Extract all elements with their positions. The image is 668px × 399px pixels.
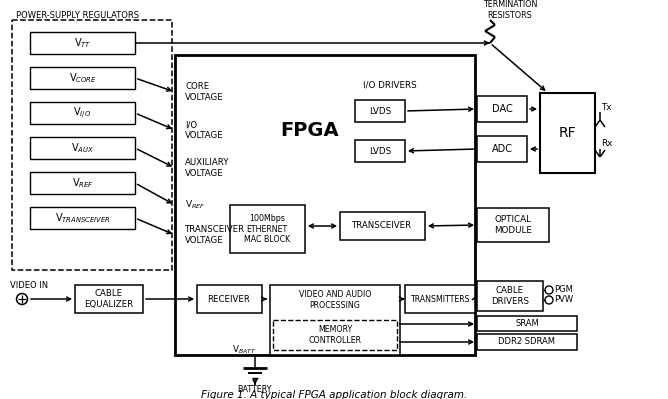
Text: CABLE
EQUALIZER: CABLE EQUALIZER	[84, 289, 134, 309]
Text: FPGA: FPGA	[281, 120, 339, 140]
Bar	[477, 334, 577, 350]
Bar	[477, 96, 527, 122]
Text: V$_{REF}$: V$_{REF}$	[71, 176, 94, 190]
Text: DAC: DAC	[492, 104, 512, 114]
Text: POWER-SUPPLY REGULATORS: POWER-SUPPLY REGULATORS	[16, 10, 139, 20]
Bar	[340, 212, 425, 240]
Text: CABLE
DRIVERS: CABLE DRIVERS	[491, 286, 529, 306]
Text: PGM: PGM	[554, 286, 573, 294]
Text: TERMINATION
RESISTORS: TERMINATION RESISTORS	[483, 0, 537, 20]
Text: Tx: Tx	[601, 103, 611, 111]
Text: AUXILIARY
VOLTAGE: AUXILIARY VOLTAGE	[185, 158, 230, 178]
Bar	[355, 100, 405, 122]
Text: VIDEO IN: VIDEO IN	[10, 280, 48, 290]
Bar	[30, 207, 135, 229]
Bar	[30, 102, 135, 124]
Text: LVDS: LVDS	[369, 107, 391, 115]
Bar	[405, 285, 475, 313]
Text: 100Mbps
ETHERNET
MAC BLOCK: 100Mbps ETHERNET MAC BLOCK	[244, 214, 290, 244]
Text: PVW: PVW	[554, 296, 573, 304]
Bar	[30, 137, 135, 159]
Text: TRANSCEIVER
VOLTAGE: TRANSCEIVER VOLTAGE	[185, 225, 245, 245]
Bar	[12, 20, 172, 270]
Text: V$_{AUX}$: V$_{AUX}$	[71, 141, 94, 155]
Text: V$_{TT}$: V$_{TT}$	[73, 36, 92, 50]
Text: MEMORY
CONTROLLER: MEMORY CONTROLLER	[309, 325, 361, 345]
Text: SRAM: SRAM	[515, 320, 539, 328]
Text: LVDS: LVDS	[369, 146, 391, 156]
Text: DDR2 SDRAM: DDR2 SDRAM	[498, 338, 556, 346]
Text: TRANSCEIVER: TRANSCEIVER	[352, 221, 412, 231]
Bar	[30, 172, 135, 194]
Bar	[477, 136, 527, 162]
Bar	[75, 285, 143, 313]
Bar	[197, 285, 262, 313]
Text: TRANSMITTERS: TRANSMITTERS	[410, 294, 470, 304]
Text: CORE
VOLTAGE: CORE VOLTAGE	[185, 82, 224, 102]
Bar	[273, 320, 397, 350]
Text: V$_{BATT}$: V$_{BATT}$	[232, 344, 257, 356]
Bar	[270, 285, 400, 355]
Bar	[477, 316, 577, 331]
Bar	[175, 55, 475, 355]
Text: RF: RF	[558, 126, 576, 140]
Text: OPTICAL
MODULE: OPTICAL MODULE	[494, 215, 532, 235]
Bar	[477, 208, 549, 242]
Bar	[355, 140, 405, 162]
Bar	[30, 67, 135, 89]
Bar	[30, 32, 135, 54]
Text: BATTERY: BATTERY	[238, 385, 273, 395]
Text: VIDEO AND AUDIO
PROCESSING: VIDEO AND AUDIO PROCESSING	[299, 290, 371, 310]
Text: V$_{REF}$: V$_{REF}$	[185, 199, 205, 211]
Text: Figure 1. A typical FPGA application block diagram.: Figure 1. A typical FPGA application blo…	[201, 390, 467, 399]
Text: ADC: ADC	[492, 144, 512, 154]
Text: V$_{CORE}$: V$_{CORE}$	[69, 71, 96, 85]
Text: Rx: Rx	[601, 138, 613, 148]
Bar	[477, 281, 543, 311]
Text: I/O
VOLTAGE: I/O VOLTAGE	[185, 120, 224, 140]
Text: V$_{I/O}$: V$_{I/O}$	[73, 105, 92, 120]
Bar	[540, 93, 595, 173]
Bar	[230, 205, 305, 253]
Text: RECEIVER: RECEIVER	[208, 294, 250, 304]
Text: I/O DRIVERS: I/O DRIVERS	[363, 81, 417, 89]
Text: V$_{TRANSCEIVER}$: V$_{TRANSCEIVER}$	[55, 211, 110, 225]
